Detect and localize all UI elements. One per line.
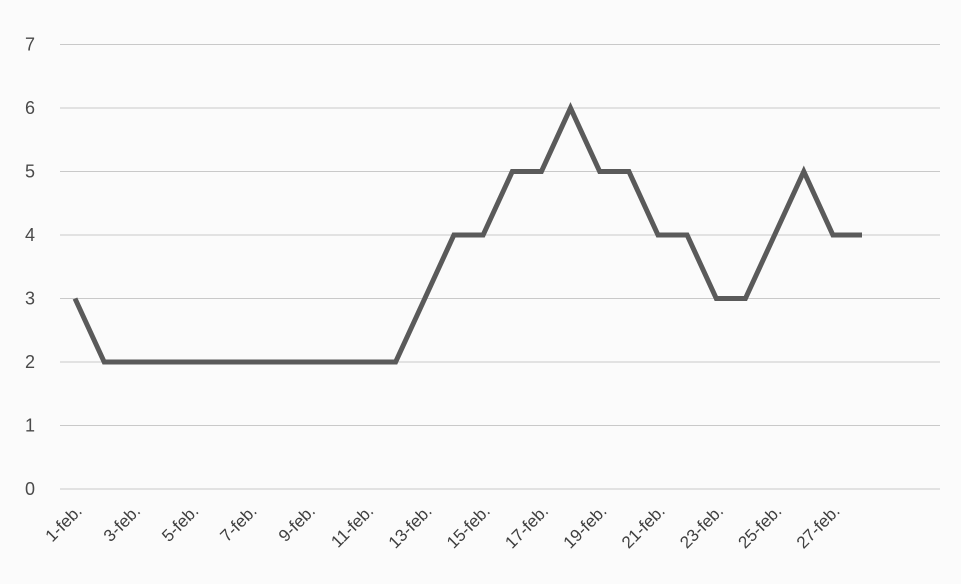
x-tick-label: 25-feb.	[735, 501, 786, 552]
data-point	[394, 360, 398, 364]
x-tick-label: 13-feb.	[385, 501, 436, 552]
x-tick-label: 19-feb.	[560, 501, 611, 552]
x-tick-label: 9-feb.	[275, 501, 319, 545]
x-tick-label: 23-feb.	[676, 501, 727, 552]
data-point	[365, 360, 369, 364]
data-point	[160, 360, 164, 364]
data-point	[773, 233, 777, 237]
data-point	[306, 360, 310, 364]
data-point	[335, 360, 339, 364]
data-point	[802, 170, 806, 174]
series-line-0	[72, 102, 862, 365]
x-tick-label: 1-feb.	[42, 501, 86, 545]
data-point	[539, 170, 543, 174]
y-tick-label: 4	[25, 225, 35, 245]
data-point	[860, 233, 864, 237]
series-layer	[72, 102, 864, 365]
data-point	[743, 297, 747, 301]
data-point	[598, 170, 602, 174]
data-point	[102, 360, 106, 364]
gridlines	[60, 44, 940, 490]
data-point	[277, 360, 281, 364]
x-tick-label: 21-feb.	[618, 501, 669, 552]
x-axis-tick-labels: 1-feb. 3-feb. 5-feb. 7-feb. 9-feb. 11-feb. 13-…	[42, 501, 844, 552]
data-point	[656, 233, 660, 237]
y-tick-label: 3	[25, 289, 35, 309]
x-tick-label: 27-feb.	[793, 501, 844, 552]
y-tick-label: 6	[25, 98, 35, 118]
data-point	[569, 106, 573, 110]
x-tick-label: 7-feb.	[217, 501, 261, 545]
data-point	[510, 170, 514, 174]
data-point	[190, 360, 194, 364]
y-tick-label: 2	[25, 352, 35, 372]
y-tick-label: 5	[25, 162, 35, 182]
data-point	[627, 170, 631, 174]
y-tick-label: 0	[25, 479, 35, 499]
data-point	[248, 360, 252, 364]
y-axis-tick-labels: 0 1 2 3 4 5 6 7	[25, 35, 35, 500]
data-point	[423, 297, 427, 301]
y-tick-label: 1	[25, 416, 35, 436]
x-tick-label: 3-feb.	[100, 501, 144, 545]
x-tick-label: 15-feb.	[443, 501, 494, 552]
x-tick-label: 11-feb.	[327, 501, 377, 551]
data-point	[131, 360, 135, 364]
data-point	[831, 233, 835, 237]
data-point	[685, 233, 689, 237]
data-point	[73, 297, 77, 301]
data-point	[452, 233, 456, 237]
x-tick-label: 5-feb.	[158, 501, 202, 545]
data-point	[714, 297, 718, 301]
data-point	[481, 233, 485, 237]
y-tick-label: 7	[25, 35, 35, 55]
data-point	[219, 360, 223, 364]
x-tick-label: 17-feb.	[501, 501, 552, 552]
